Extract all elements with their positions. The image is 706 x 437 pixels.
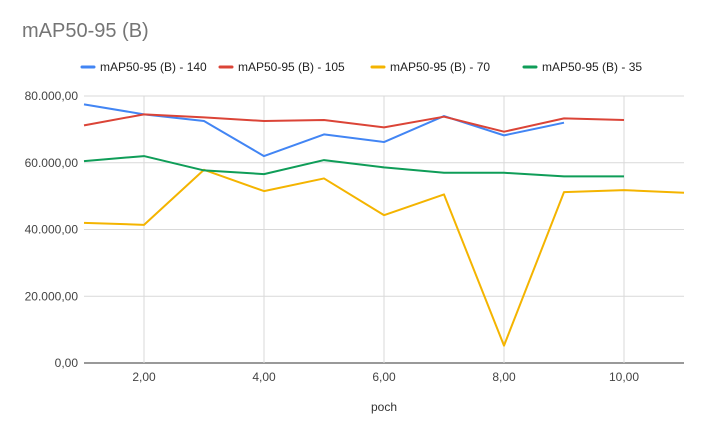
x-axis-title: poch — [371, 400, 397, 414]
grid-lines — [84, 95, 684, 364]
series-line-3 — [83, 168, 685, 347]
legend-label: mAP50-95 (B) - 35 — [542, 60, 642, 74]
legend-label: mAP50-95 (B) - 70 — [390, 60, 490, 74]
series-line-4 — [83, 155, 624, 178]
y-tick-label: 60.000,00 — [25, 156, 79, 170]
legend: mAP50-95 (B) - 140 mAP50-95 (B) - 105 mAP5… — [80, 60, 642, 74]
series-line-2 — [83, 113, 625, 133]
legend-label: mAP50-95 (B) - 105 — [238, 60, 345, 74]
x-tick-label: 10,00 — [609, 370, 639, 384]
x-tick-label: 2,00 — [132, 370, 156, 384]
legend-label: mAP50-95 (B) - 140 — [100, 60, 207, 74]
y-tick-label: 0,00 — [55, 356, 79, 370]
y-tick-label: 40.000,00 — [25, 223, 79, 237]
series-lines — [83, 103, 685, 347]
series-line-1 — [83, 103, 565, 158]
y-tick-label: 80.000,00 — [25, 89, 79, 103]
x-tick-label: 4,00 — [252, 370, 276, 384]
chart-title: mAP50-95 (B) — [22, 20, 149, 42]
x-tick-label: 8,00 — [492, 370, 516, 384]
x-tick-label: 6,00 — [372, 370, 396, 384]
y-tick-label: 20.000,00 — [25, 289, 79, 303]
y-axis-tick-labels: 0,00 20.000,00 40.000,00 60.000,00 80.000,00 — [25, 89, 79, 370]
x-axis-tick-labels: 2,00 4,00 6,00 8,00 10,00 — [132, 370, 639, 384]
